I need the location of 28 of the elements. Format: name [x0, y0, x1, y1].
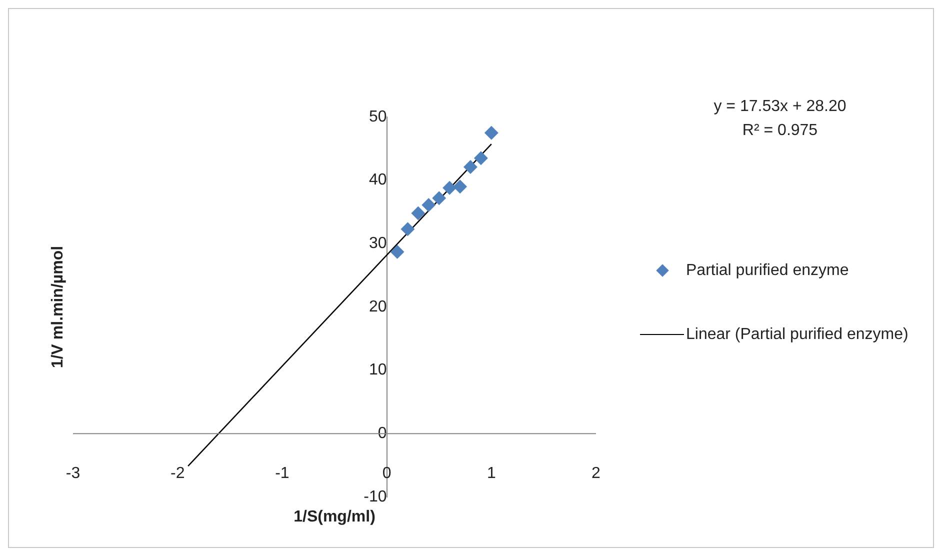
point — [411, 206, 426, 220]
x-axis-title: 1/S(mg/ml) — [294, 508, 376, 526]
point — [432, 191, 446, 206]
x-tick-label: -2 — [170, 465, 185, 482]
y-tick-label: -10 — [364, 488, 387, 506]
y-tick-label: 10 — [369, 362, 387, 379]
y-tick-label: 40 — [369, 172, 387, 189]
x-tick-label: -1 — [275, 465, 290, 482]
point — [390, 244, 404, 259]
legend-label: Linear (Partial purified enzyme) — [686, 325, 910, 345]
legend-label: Partial purified enzyme — [686, 261, 850, 281]
point — [442, 180, 457, 195]
x-tick-label: 1 — [486, 465, 496, 482]
x-tick-label: 2 — [592, 465, 601, 482]
point — [484, 126, 498, 140]
point — [474, 151, 488, 166]
y-tick-label: 0 — [378, 425, 387, 442]
x-tick-label: -3 — [66, 465, 80, 482]
point — [463, 160, 478, 174]
y-tick-label: 50 — [369, 108, 387, 126]
y-tick-label: 20 — [369, 298, 387, 316]
text: R² = 0.975 — [741, 121, 819, 141]
point — [453, 180, 468, 194]
y-axis-title: 1/V ml.min/µmol — [49, 246, 66, 368]
text: y = 17.53x + 28.20 — [712, 97, 848, 117]
y-tick-label: 30 — [369, 235, 387, 252]
point — [400, 222, 415, 236]
point — [422, 198, 436, 212]
